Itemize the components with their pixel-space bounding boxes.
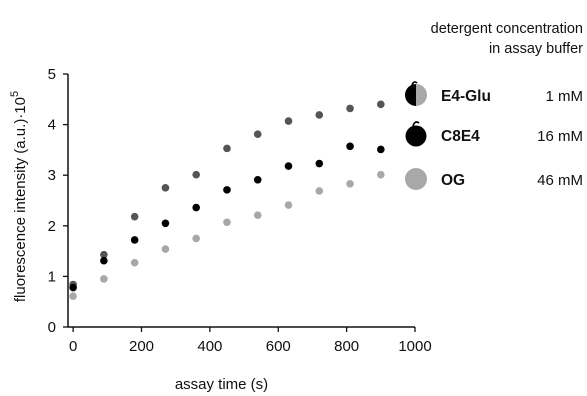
legend-series-name: E4-Glu: [441, 88, 491, 105]
data-point: [130, 236, 139, 244]
data-point: [161, 219, 170, 228]
y-axis-title-text: fluorescence intensity (a.u.)·10: [12, 97, 29, 302]
data-point: [130, 212, 139, 221]
data-point: [377, 100, 385, 109]
legend-title-line: detergent concentration: [431, 21, 583, 37]
y-axis-title-exponent: 5: [9, 91, 21, 97]
data-point: [130, 258, 139, 267]
series-e4-glu: [69, 100, 385, 289]
data-point: [161, 245, 170, 253]
legend-series-name: OG: [441, 172, 465, 189]
micelle-mixed-icon-stem: [411, 81, 418, 86]
data-point: [100, 275, 108, 283]
x-tick-label: 600: [266, 338, 291, 355]
data-points: [69, 100, 385, 300]
x-tick-label: 800: [334, 338, 359, 355]
data-point: [69, 283, 77, 292]
data-point: [253, 130, 262, 139]
y-tick-label: 4: [48, 117, 56, 134]
y-axis-title: fluorescence intensity (a.u.)·105: [9, 91, 29, 302]
x-tick-label: 0: [69, 338, 77, 355]
data-point: [192, 170, 201, 179]
legend-item-og: OG 46 mM: [405, 168, 583, 190]
data-point: [100, 250, 108, 259]
micelle-black-icon-stem: [412, 121, 420, 127]
axes: 0 200 400 600 800 1000 0 1 2 3 4 5 assay time (s) flu…: [9, 66, 432, 393]
legend-title-line: in assay buffer: [489, 41, 583, 57]
data-point: [315, 159, 324, 168]
micelle-black-icon: [405, 125, 427, 147]
micelle-mixed-icon: [416, 84, 427, 106]
y-tick-label: 0: [48, 319, 56, 336]
legend-concentration: 46 mM: [537, 172, 583, 189]
micelle-grey-icon: [405, 168, 427, 190]
y-tick-label: 5: [48, 66, 56, 83]
x-tick-label: 200: [129, 338, 154, 355]
legend: detergent concentration in assay buffer E4…: [405, 21, 583, 190]
data-point: [100, 256, 108, 265]
data-point: [223, 186, 231, 194]
legend-concentration: 1 mM: [546, 88, 584, 105]
legend-item-c8e4: C8E4 16 mM: [405, 121, 583, 147]
x-tick-label: 1000: [398, 338, 431, 355]
legend-item-e4-glu: E4-Glu 1 mM: [405, 81, 584, 106]
series-og: [69, 170, 385, 300]
data-point: [253, 175, 262, 184]
legend-series-name: C8E4: [441, 128, 480, 145]
y-tick-label: 3: [48, 167, 56, 184]
data-point: [284, 201, 293, 209]
legend-concentration: 16 mM: [537, 128, 583, 145]
x-axis-title: assay time (s): [175, 376, 268, 393]
series-c8e4: [69, 142, 385, 292]
data-point: [346, 180, 354, 188]
y-tick-label: 1: [48, 268, 56, 285]
data-point: [253, 211, 262, 219]
x-tick-label: 400: [197, 338, 222, 355]
data-point: [284, 117, 293, 125]
data-point: [377, 145, 385, 154]
data-point: [346, 104, 354, 113]
data-point: [315, 111, 324, 119]
data-point: [161, 184, 170, 192]
micelle-mixed-icon-dark-half: [405, 84, 416, 106]
data-point: [192, 203, 201, 212]
data-point: [223, 144, 231, 153]
y-tick-label: 2: [48, 218, 56, 235]
data-point: [69, 292, 77, 300]
data-point: [192, 234, 201, 243]
data-point: [315, 187, 324, 195]
data-point: [346, 142, 354, 151]
data-point: [377, 170, 385, 179]
data-point: [284, 162, 293, 170]
data-point: [223, 218, 231, 227]
